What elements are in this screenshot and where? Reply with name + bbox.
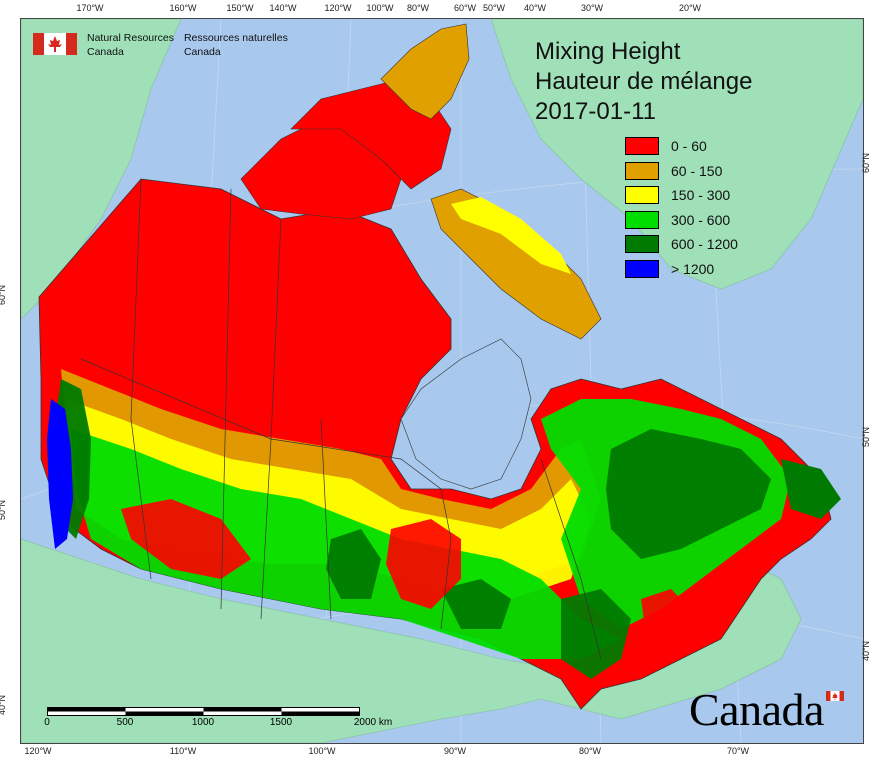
map-canvas[interactable]: Natural Resources Canada Ressources natu… [20,18,864,744]
legend-swatch [625,186,659,205]
graticule-tick-label: 50°W [482,3,506,13]
legend-item: 60 - 150 [625,159,738,184]
graticule-tick-label: 30°W [580,3,604,13]
graticule-tick-label: 160°W [169,3,197,13]
band-darkgreen-quebec [606,429,771,559]
scale-label: 2000 km [353,717,393,728]
map-svg [21,19,863,743]
band-darkgreen-ontario [561,589,631,679]
graticule-tick-label: 100°W [308,746,336,756]
canada-wordmark: Canada [689,687,844,733]
graticule-tick-label: 100°W [366,3,394,13]
legend-item: 0 - 60 [625,134,738,159]
legend-item: 150 - 300 [625,183,738,208]
band-red-east-spot [641,589,691,639]
legend-item: 300 - 600 [625,208,738,233]
org-en-line1: Natural Resources [87,32,174,44]
map-title: Mixing Height Hauteur de mélange 2017-01… [535,37,752,127]
scale-labels: 0 500 1000 1500 2000 km [44,717,392,731]
baffin-yellow-band [451,197,571,274]
wordmark-text: Canada [689,684,824,735]
graticule-tick-label: 140°W [269,3,297,13]
graticule-tick-label: 20°W [678,3,702,13]
org-fr-line1: Ressources naturelles [183,32,288,44]
legend-label: 600 - 1200 [671,236,738,253]
legend-label: 0 - 60 [671,138,707,155]
graticule-tick-label: 60°N [0,284,8,306]
graticule-tick-label: 40°N [0,694,8,716]
wordmark-flag-icon [825,691,844,701]
graticule-tick-label: 50°N [0,499,8,521]
organization-signature: Natural Resources Canada Ressources natu… [33,31,288,59]
legend-label: 300 - 600 [671,211,731,228]
legend-item: > 1200 [625,257,738,282]
legend-label: 60 - 150 [671,162,723,179]
band-darkgreen-maritimes [781,459,841,519]
legend-label: 150 - 300 [671,187,731,204]
graticule-tick-label: 110°W [169,746,197,756]
legend-item: 600 - 1200 [625,232,738,257]
scale-label: 0 [44,717,50,728]
graticule-tick-label: 70°W [726,746,750,756]
legend: 0 - 60 60 - 150 150 - 300 300 - 600 600 - 12… [625,134,738,281]
scale-bar-graphic [47,707,360,716]
title-date: 2017-01-11 [535,98,656,125]
band-darkgreen-lakehead [441,579,511,629]
legend-swatch [625,235,659,254]
band-darkgreen-prairie [326,529,381,599]
title-english: Mixing Height [535,38,681,65]
graticule-tick-label: 150°W [226,3,254,13]
graticule-tick-label: 80°W [578,746,602,756]
province-borders [80,178,602,660]
graticule-tick-label: 40°N [861,640,872,662]
graticule-tick-label: 80°W [406,3,430,13]
legend-label: > 1200 [671,260,715,277]
graticule-tick-label: 40°W [523,3,547,13]
hudson-bay [400,338,532,490]
legend-swatch [625,137,659,156]
alaska-landmass [21,19,182,320]
band-red-manitoba-blob [386,519,461,609]
org-fr-line2: Canada [183,46,221,58]
scale-label: 1000 [191,717,215,728]
graticule-tick-label: 50°N [861,426,872,448]
scale-label: 500 [116,717,134,728]
org-en-line2: Canada [87,46,124,58]
legend-swatch [625,259,659,278]
ellesmere-island [380,23,470,120]
graticule-tick-label: 120°W [324,3,352,13]
legend-swatch [625,210,659,229]
graticule-tick-label: 170°W [76,3,104,13]
band-red-prairie-blob [121,499,251,579]
greenland-landmass [490,19,863,290]
band-blue-bc-coast [47,399,73,549]
graticule-tick-label: 60°W [453,3,477,13]
graticule-tick-label: 90°W [443,746,467,756]
scale-label: 1500 [269,717,293,728]
org-french: Ressources naturelles Canada [184,31,288,59]
scale-bar: 0 500 1000 1500 2000 km [44,707,392,731]
legend-swatch [625,161,659,180]
title-french: Hauteur de mélange [535,68,753,95]
graticule-tick-label: 120°W [24,746,52,756]
graticule-tick-label: 60°N [861,152,872,174]
canada-flag-icon [33,33,77,55]
org-english: Natural Resources Canada [87,31,174,59]
